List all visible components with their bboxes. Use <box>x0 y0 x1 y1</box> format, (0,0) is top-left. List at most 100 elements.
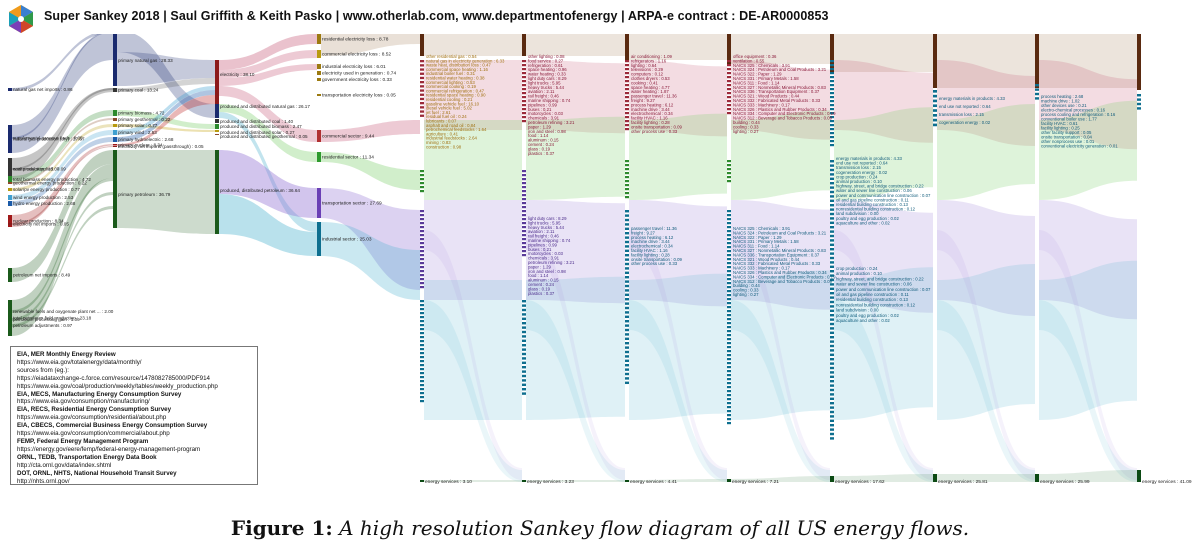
source-url: http://nhts.ornl.gov/ <box>17 477 70 485</box>
flow-label: facility HVAC : 0.61 <box>1041 121 1078 126</box>
flow-node <box>522 322 526 325</box>
flow-node <box>420 182 424 185</box>
flow-node <box>830 322 834 326</box>
flow-node <box>625 280 629 283</box>
flow-ribbon <box>12 146 113 225</box>
flow-node <box>625 60 629 63</box>
flow-node <box>830 132 834 135</box>
flow-node <box>625 68 629 71</box>
flow-node <box>830 309 834 313</box>
flow-node <box>830 283 834 286</box>
flow-label: power and communication line constructio… <box>836 287 931 292</box>
flow-node <box>727 346 731 349</box>
flow-node <box>830 234 834 238</box>
flow-node <box>830 88 834 91</box>
flow-ribbon <box>937 104 1035 200</box>
flow-node <box>522 108 526 111</box>
waste-node <box>727 24 731 64</box>
flow-label: aluminum : 0.15 <box>528 278 559 283</box>
flow-node <box>420 81 424 84</box>
flow-node <box>727 68 731 71</box>
flow-node <box>625 188 629 191</box>
flow-node <box>625 284 629 288</box>
flow-node <box>830 199 834 203</box>
services-node-label: energy services : 41.09 <box>1142 479 1192 485</box>
primary-node <box>113 146 117 147</box>
flow-node <box>830 371 834 374</box>
flow-node <box>830 252 834 255</box>
flow-label: cement : 0.24 <box>528 142 555 147</box>
source-node-label: natural gas production (dry) : 27.87 <box>13 137 85 142</box>
flow-label: land subdivision : 0.00 <box>836 211 879 216</box>
flow-node <box>727 398 731 401</box>
sector-node-label: government electricity loss : 0.33 <box>322 77 392 83</box>
flow-node <box>1137 107 1141 110</box>
flow-node <box>830 226 834 229</box>
primary-node <box>113 137 117 142</box>
flow-node <box>727 386 731 389</box>
services-node-label: energy services : 3.10 <box>425 479 472 485</box>
flow-node <box>830 195 834 198</box>
flow-label: conventional boiler use : 1.77 <box>1041 117 1098 122</box>
source-node-label: wind energy production : 2.53 <box>13 195 74 200</box>
flow-label: facility lighting : 0.28 <box>631 120 670 125</box>
waste-node <box>625 24 629 60</box>
flow-node <box>830 160 834 163</box>
flow-node <box>830 402 834 405</box>
flow-label: NAICS 311 : Food : 1.14 <box>733 244 780 249</box>
flow-label: lubricants : 0.07 <box>426 119 457 124</box>
flow-node <box>727 318 731 321</box>
flow-ribbon <box>219 104 317 162</box>
flow-node <box>727 414 731 417</box>
flow-ribbon <box>117 95 215 146</box>
source-node-label: total biomass energy production : 4.72 <box>13 177 91 182</box>
flow-label: end use not reported : 0.64 <box>836 161 888 166</box>
flow-label: freight : 9.27 <box>631 230 655 235</box>
flow-label: land subdivision : 0.00 <box>836 308 879 313</box>
flow-node <box>522 230 526 233</box>
flow-ribbon <box>526 480 625 482</box>
page-title: Super Sankey 2018 | Saul Griffith & Keit… <box>44 9 829 23</box>
flow-label: lighting : 0.27 <box>733 129 759 134</box>
source-node <box>8 268 12 282</box>
flow-node <box>522 344 526 347</box>
flow-node <box>830 428 834 431</box>
flow-label: nonresidential building construction : 0… <box>836 302 916 307</box>
flow-label: NAICS 334 : Computer and Electronic Prod… <box>733 111 836 116</box>
flow-node <box>1035 88 1039 91</box>
flow-label: iron and steel : 0.98 <box>528 129 566 134</box>
flow-node <box>420 89 424 92</box>
flow-ribbon <box>321 120 420 142</box>
flow-node <box>830 168 834 172</box>
services-node <box>420 480 424 482</box>
primary-node-label: primary hydroelectric : 2.68 <box>118 137 174 142</box>
flow-node <box>727 246 731 249</box>
flow-ribbon <box>1039 60 1137 150</box>
flow-node <box>522 234 526 237</box>
flow-node <box>727 250 731 253</box>
flow-node <box>420 254 424 257</box>
flow-label: animal production : 0.10 <box>836 179 882 184</box>
services-node <box>1137 470 1141 482</box>
source-node-label: nuclear production : 8.34 <box>13 219 64 224</box>
flow-label: construction : 0.98 <box>426 144 462 149</box>
flow-label: industrial boiler fuel : 0.31 <box>426 71 476 76</box>
flow-node <box>522 339 526 343</box>
flow-ribbon <box>629 113 727 200</box>
flow-node <box>420 234 424 237</box>
flow-node <box>625 333 629 336</box>
flow-node <box>420 300 424 303</box>
flow-ribbon <box>12 206 113 327</box>
flow-node <box>420 72 424 75</box>
flow-ribbon <box>12 118 113 184</box>
flow-label: NAICS 325 : Chemicals : 3.91 <box>733 63 791 68</box>
flow-node <box>522 300 526 303</box>
flow-node <box>522 96 526 99</box>
flow-node <box>625 324 629 327</box>
flow-node <box>830 80 834 83</box>
flow-label: facility lighting : 0.28 <box>631 252 670 257</box>
flow-label: poultry and egg production : 0.02 <box>836 216 899 221</box>
flow-ribbon <box>834 60 933 143</box>
flow-node <box>522 84 526 87</box>
flow-node <box>522 379 526 382</box>
